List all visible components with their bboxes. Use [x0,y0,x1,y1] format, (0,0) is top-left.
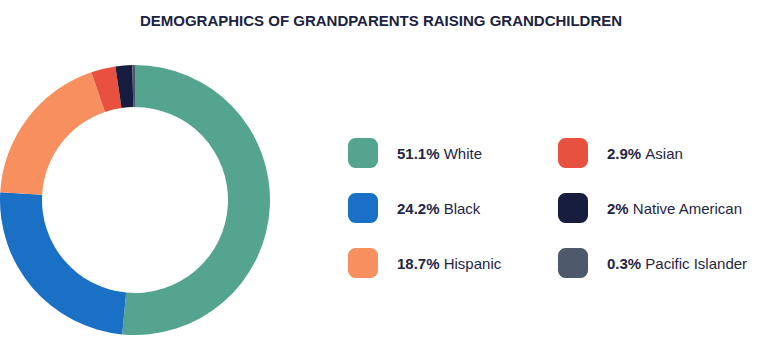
svg-text:Black: Black [444,200,481,217]
svg-text:Pacific Islander: Pacific Islander [645,255,747,272]
svg-text:51.1%: 51.1% [397,145,440,162]
svg-text:White: White [444,145,482,162]
svg-text:2.9%: 2.9% [607,145,641,162]
svg-text:Asian: Asian [645,145,683,162]
svg-text:Native American: Native American [633,200,742,217]
svg-text:24.2%: 24.2% [397,200,440,217]
svg-text:Hispanic: Hispanic [444,255,502,272]
svg-text:2%: 2% [607,200,629,217]
svg-text:18.7%: 18.7% [397,255,440,272]
svg-text:0.3%: 0.3% [607,255,641,272]
svg-text:DEMOGRAPHICS OF GRANDPARENTS R: DEMOGRAPHICS OF GRANDPARENTS RAISING GRA… [140,12,622,29]
